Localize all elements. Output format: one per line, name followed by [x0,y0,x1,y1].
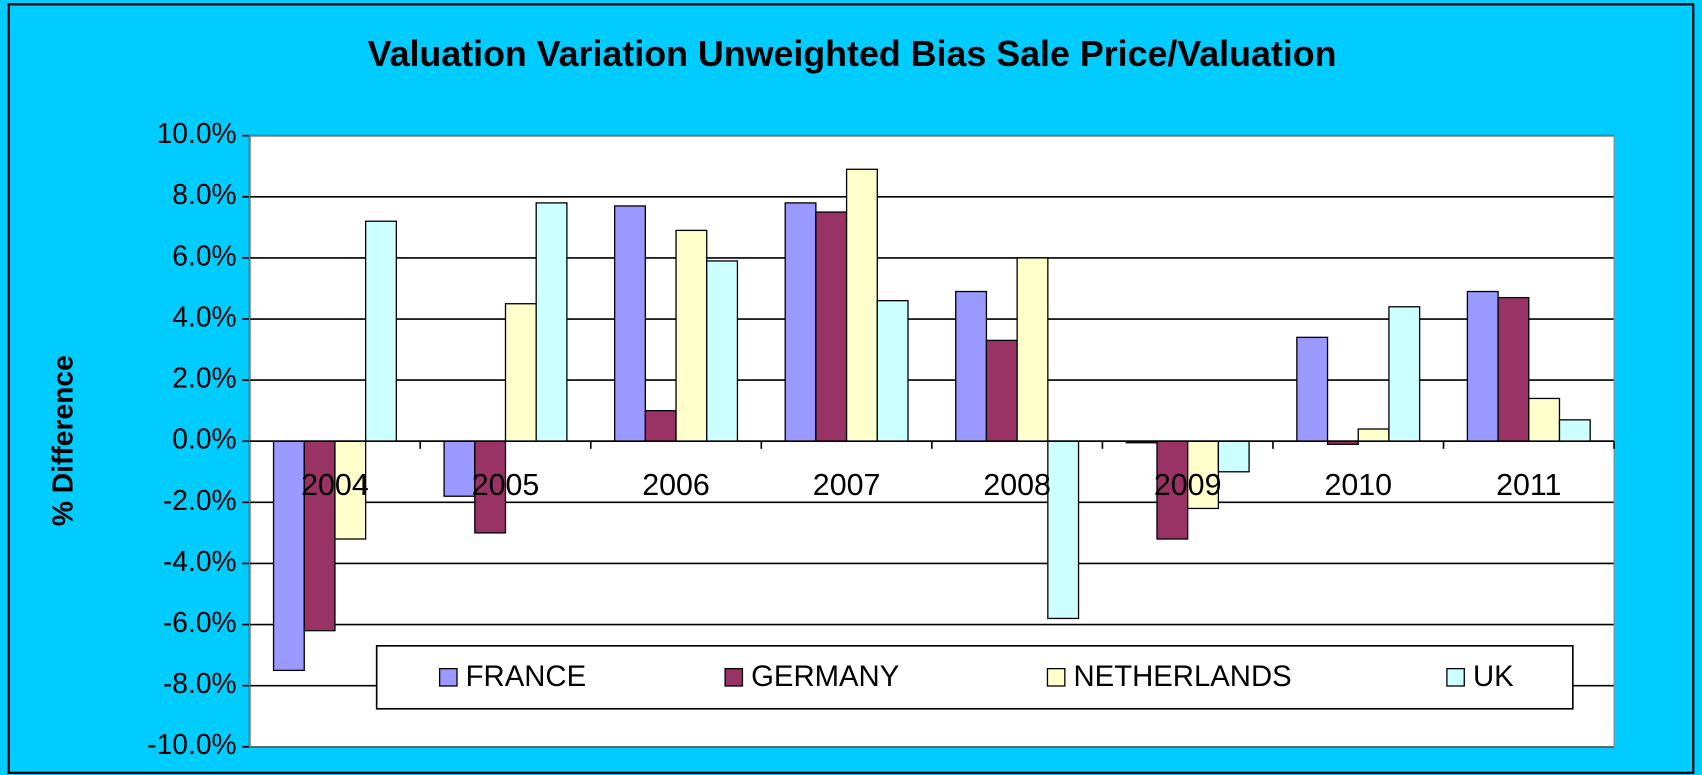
bar [334,440,367,540]
bar [1497,296,1530,442]
bar [1217,440,1250,473]
legend-swatch [1046,667,1066,687]
legend-label: NETHERLANDS [1074,660,1292,693]
bar [272,440,305,672]
bar [815,211,848,442]
bar [1466,290,1499,442]
bar [504,303,537,442]
y-tick-label: 0.0% [172,423,236,455]
bar [845,168,878,442]
bar [1558,419,1591,442]
bar [474,440,507,534]
y-tick-label: 2.0% [172,362,236,394]
bar [1016,257,1049,442]
y-tick-label: -6.0% [163,606,237,638]
chart-title: Valuation Variation Unweighted Bias Sale… [368,34,1337,74]
legend-swatch [1446,667,1465,687]
bar [613,205,646,442]
y-tick-label: 8.0% [172,178,236,210]
y-tick-label: 10.0% [157,117,237,149]
x-tick-label: 2004 [301,468,369,502]
legend-swatch [724,667,744,687]
bar [644,410,677,442]
bar [1296,336,1329,442]
x-tick-label: 2011 [1496,468,1561,502]
x-tick-label: 2009 [1154,468,1222,502]
x-tick-label: 2010 [1324,468,1392,502]
bar [985,339,1018,442]
bar [303,440,336,632]
bar [535,202,568,442]
bar [706,260,739,442]
bar [443,440,476,497]
x-tick-label: 2005 [472,468,540,502]
y-tick-label: -8.0% [163,667,237,699]
bar [784,202,817,442]
legend-label: GERMANY [751,660,899,693]
y-tick-label: 6.0% [172,239,236,271]
bar [876,300,909,442]
y-tick-label: -2.0% [163,484,237,516]
x-tick-label: 2006 [642,468,710,502]
legend-swatch [438,667,458,687]
x-tick-label: 2008 [983,468,1051,502]
bar [1528,397,1561,442]
y-tick-label: -4.0% [163,545,237,577]
legend-label: FRANCE [466,660,586,693]
y-tick-label: -10.0% [147,728,236,760]
bar [1388,306,1421,442]
legend-label: UK [1473,660,1514,693]
bar [1357,428,1390,442]
bar [955,290,988,442]
bar [675,229,708,442]
bar [364,220,397,442]
x-tick-label: 2007 [813,468,881,502]
bar [1047,440,1080,620]
legend-box [375,645,1574,710]
y-axis-label: % Difference [47,355,79,526]
y-tick-label: 4.0% [172,300,236,332]
